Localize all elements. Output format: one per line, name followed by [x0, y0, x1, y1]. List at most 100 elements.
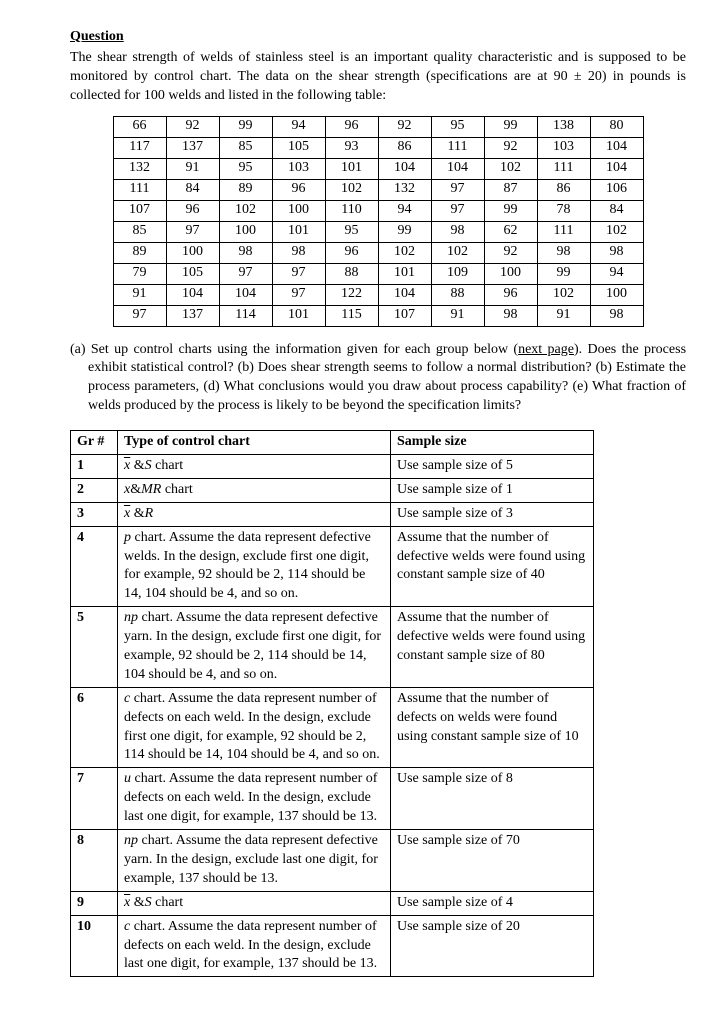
- gr-cell: 5: [71, 607, 118, 688]
- data-cell: 85: [219, 137, 272, 158]
- data-cell: 98: [219, 242, 272, 263]
- data-cell: 100: [272, 200, 325, 221]
- data-cell: 114: [219, 305, 272, 326]
- data-cell: 86: [378, 137, 431, 158]
- data-cell: 94: [378, 200, 431, 221]
- table-row: 6c chart. Assume the data represent numb…: [71, 687, 594, 768]
- type-cell: np chart. Assume the data represent defe…: [118, 607, 391, 688]
- data-cell: 104: [166, 284, 219, 305]
- data-cell: 95: [431, 116, 484, 137]
- data-cell: 88: [325, 263, 378, 284]
- data-cell: 94: [590, 263, 643, 284]
- data-cell: 79: [113, 263, 166, 284]
- table-row: 1x &S chartUse sample size of 5: [71, 455, 594, 479]
- data-cell: 104: [378, 284, 431, 305]
- data-cell: 100: [484, 263, 537, 284]
- table-row: 10c chart. Assume the data represent num…: [71, 915, 594, 977]
- gr-cell: 3: [71, 502, 118, 526]
- size-cell: Use sample size of 70: [391, 830, 594, 892]
- question-heading: Question: [70, 28, 686, 47]
- subquestions: (a) Set up control charts using the info…: [70, 341, 686, 417]
- data-cell: 132: [113, 158, 166, 179]
- data-cell: 106: [590, 179, 643, 200]
- data-table: 6692999496929599138801171378510593861119…: [113, 116, 644, 327]
- type-cell: c chart. Assume the data represent numbe…: [118, 915, 391, 977]
- data-cell: 111: [431, 137, 484, 158]
- data-cell: 62: [484, 221, 537, 242]
- data-cell: 102: [431, 242, 484, 263]
- gr-cell: 9: [71, 891, 118, 915]
- data-cell: 104: [590, 158, 643, 179]
- data-cell: 102: [378, 242, 431, 263]
- data-cell: 107: [378, 305, 431, 326]
- size-cell: Use sample size of 8: [391, 768, 594, 830]
- table-row: 9x &S chartUse sample size of 4: [71, 891, 594, 915]
- data-cell: 98: [590, 242, 643, 263]
- data-cell: 105: [272, 137, 325, 158]
- subq-text: Set up control charts using the informat…: [88, 342, 686, 414]
- data-cell: 96: [272, 179, 325, 200]
- data-cell: 95: [325, 221, 378, 242]
- data-cell: 104: [378, 158, 431, 179]
- data-cell: 122: [325, 284, 378, 305]
- data-cell: 85: [113, 221, 166, 242]
- gr-cell: 7: [71, 768, 118, 830]
- data-cell: 84: [166, 179, 219, 200]
- data-cell: 98: [431, 221, 484, 242]
- data-cell: 97: [166, 221, 219, 242]
- data-cell: 87: [484, 179, 537, 200]
- type-cell: p chart. Assume the data represent defec…: [118, 526, 391, 607]
- data-cell: 117: [113, 137, 166, 158]
- gr-cell: 2: [71, 478, 118, 502]
- data-cell: 97: [431, 179, 484, 200]
- gr-cell: 10: [71, 915, 118, 977]
- data-cell: 97: [219, 263, 272, 284]
- data-cell: 102: [484, 158, 537, 179]
- data-cell: 96: [325, 242, 378, 263]
- data-cell: 132: [378, 179, 431, 200]
- data-cell: 96: [484, 284, 537, 305]
- data-cell: 92: [166, 116, 219, 137]
- data-cell: 101: [272, 305, 325, 326]
- size-cell: Use sample size of 20: [391, 915, 594, 977]
- data-cell: 104: [219, 284, 272, 305]
- type-cell: x&MR chart: [118, 478, 391, 502]
- data-cell: 93: [325, 137, 378, 158]
- data-cell: 98: [484, 305, 537, 326]
- type-cell: c chart. Assume the data represent numbe…: [118, 687, 391, 768]
- data-cell: 97: [272, 263, 325, 284]
- data-cell: 137: [166, 137, 219, 158]
- data-cell: 94: [272, 116, 325, 137]
- data-cell: 99: [378, 221, 431, 242]
- data-cell: 91: [166, 158, 219, 179]
- data-cell: 97: [113, 305, 166, 326]
- intro-paragraph: The shear strength of welds of stainless…: [70, 49, 686, 106]
- data-cell: 66: [113, 116, 166, 137]
- table-row: 5np chart. Assume the data represent def…: [71, 607, 594, 688]
- data-cell: 91: [537, 305, 590, 326]
- header-size: Sample size: [391, 431, 594, 455]
- size-cell: Use sample size of 4: [391, 891, 594, 915]
- data-cell: 102: [219, 200, 272, 221]
- data-cell: 78: [537, 200, 590, 221]
- chart-type-table: Gr # Type of control chart Sample size 1…: [70, 430, 594, 977]
- data-cell: 99: [537, 263, 590, 284]
- type-cell: u chart. Assume the data represent numbe…: [118, 768, 391, 830]
- data-cell: 92: [484, 137, 537, 158]
- data-cell: 98: [537, 242, 590, 263]
- data-cell: 110: [325, 200, 378, 221]
- data-cell: 96: [325, 116, 378, 137]
- data-cell: 105: [166, 263, 219, 284]
- header-type: Type of control chart: [118, 431, 391, 455]
- data-cell: 111: [113, 179, 166, 200]
- data-cell: 84: [590, 200, 643, 221]
- table-row: 8np chart. Assume the data represent def…: [71, 830, 594, 892]
- size-cell: Assume that the number of defects on wel…: [391, 687, 594, 768]
- data-cell: 138: [537, 116, 590, 137]
- gr-cell: 6: [71, 687, 118, 768]
- data-cell: 99: [484, 116, 537, 137]
- size-cell: Use sample size of 5: [391, 455, 594, 479]
- data-cell: 102: [537, 284, 590, 305]
- data-cell: 89: [219, 179, 272, 200]
- header-gr: Gr #: [71, 431, 118, 455]
